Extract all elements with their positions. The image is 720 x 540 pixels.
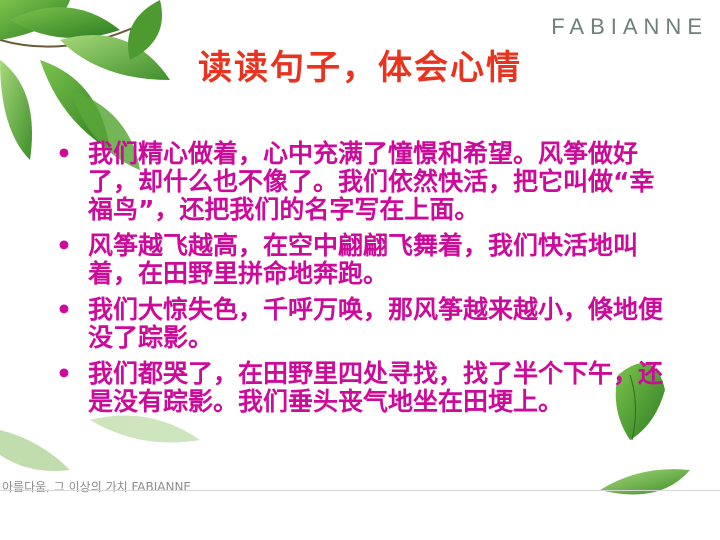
top-left-leaf-branch bbox=[0, 0, 170, 170]
right-leaves bbox=[600, 363, 690, 495]
paragraph-text: 我们精心做着，心中充满了憧憬和希望。风筝做好了，却什么也不像了。我们依然快活，把… bbox=[88, 139, 655, 224]
paragraph-text: 风筝越飞越高，在空中翩翩飞舞着，我们快活地叫着，在田野里拼命地奔跑。 bbox=[88, 231, 639, 288]
slide-title: 读读句子，体会心情 bbox=[198, 48, 522, 88]
slide-body: • 我们精心做着，心中充满了憧憬和希望。风筝做好了，却什么也不像了。我们依然快活… bbox=[56, 140, 676, 424]
footer-tagline: 아름다움, 그 이상의 가치 FABIANNE bbox=[2, 480, 191, 494]
bullet-paragraph-2: • 风筝越飞越高，在空中翩翩飞舞着，我们快活地叫着，在田野里拼命地奔跑。 bbox=[56, 232, 676, 288]
bullet-icon: • bbox=[56, 359, 72, 388]
paragraph-text: 我们都哭了，在田野里四处寻找，找了半个下午，还是没有踪影。我们垂头丧气地坐在田埂… bbox=[88, 359, 664, 416]
bullet-paragraph-4: • 我们都哭了，在田野里四处寻找，找了半个下午，还是没有踪影。我们垂头丧气地坐在… bbox=[56, 360, 676, 416]
bullet-icon: • bbox=[56, 231, 72, 260]
paragraph-text: 我们大惊失色，千呼万唤，那风筝越来越小，倏地便没了踪影。 bbox=[88, 295, 664, 352]
footer-divider bbox=[0, 490, 720, 491]
bullet-paragraph-1: • 我们精心做着，心中充满了憧憬和希望。风筝做好了，却什么也不像了。我们依然快活… bbox=[56, 140, 676, 224]
bullet-paragraph-3: • 我们大惊失色，千呼万唤，那风筝越来越小，倏地便没了踪影。 bbox=[56, 296, 676, 352]
bottom-left-leaves bbox=[0, 415, 200, 471]
bullet-icon: • bbox=[56, 295, 72, 324]
bullet-icon: • bbox=[56, 139, 72, 168]
brand-logo: FABIANNE bbox=[551, 14, 708, 39]
